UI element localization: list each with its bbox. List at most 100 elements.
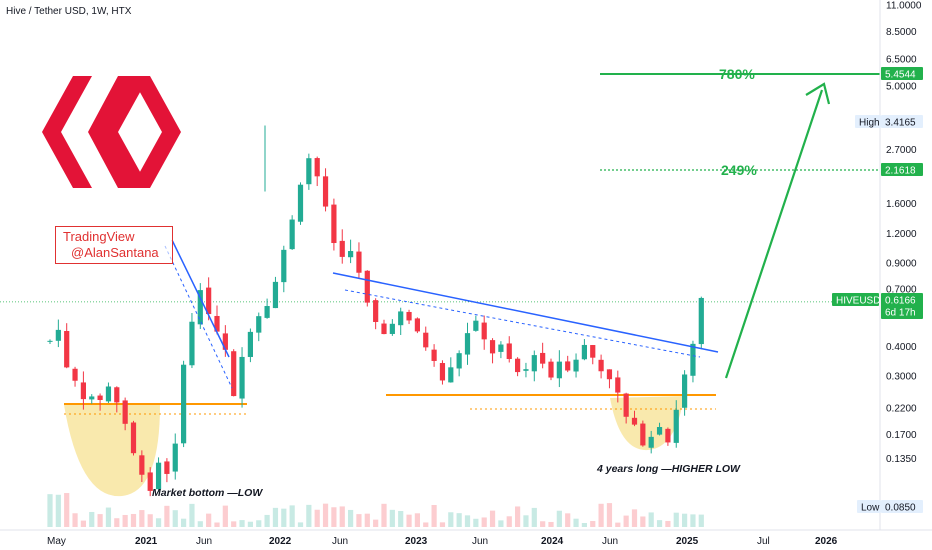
trendline-main [332,272,719,353]
candle-body [239,356,245,399]
candle-body [556,361,562,379]
volume-bar [515,506,521,527]
volume-bar [423,522,429,527]
candle-body [448,367,454,383]
candle-body [256,316,262,333]
candle-body [423,332,429,348]
candle-body [456,353,462,369]
candle-body [272,281,279,309]
price-axis: 11.0000 8.5000 6.5000 5.0000 2.7000 1.6000 1.2… [879,0,922,530]
candle-body [348,251,354,258]
candle-body [322,176,329,207]
volume-bar [256,520,262,527]
annotation-780: 780% [719,66,755,82]
tag-low: 0.0850 [885,503,916,514]
candle-body [331,204,337,244]
candle-body [565,361,571,371]
candle-body [147,472,153,491]
volume-bar [222,505,228,527]
tag-high-label: High [859,118,880,129]
candle-body [373,300,379,322]
candle-body [214,315,220,332]
volume-bar [565,513,571,527]
candle-body [164,461,170,474]
watermark-line2: @AlanSantana [71,245,159,260]
volume-bar [306,504,312,527]
tag-target-780-bg [881,67,923,80]
candle-body [306,158,312,185]
y-tick-label: 8.5000 [886,27,917,38]
candle-body [364,270,370,303]
volume-bar [498,520,504,527]
tag-high: 3.4165 [885,118,916,129]
volume-bar [489,510,496,527]
volume-bar [398,511,404,527]
volume-bar [448,512,454,527]
candle-body [172,443,178,472]
x-tick-label: 2025 [676,536,699,547]
y-tick-label: 0.3000 [886,372,917,383]
target-arrow [724,82,831,379]
tag-last: 0.6166 [885,296,916,307]
logo-mid-shard [88,76,149,188]
x-tick-label: 2026 [815,536,838,547]
candle-body [381,323,387,335]
volume-bar [105,507,112,527]
y-tick-label: 0.1700 [886,430,917,441]
candle-body [489,340,496,354]
candle-body [122,400,128,424]
volume-bar [615,522,621,527]
volume-bar [64,493,70,527]
volume-bar [47,494,53,527]
volume-bar [314,509,320,527]
candle-body [281,249,287,283]
candle-body [247,331,253,357]
tag-target-780: 5.4544 [885,70,916,81]
volume-bar [55,494,61,527]
volume-bar [197,521,203,527]
y-tick-label: 2.7000 [886,145,917,156]
horizontal-levels [0,73,880,415]
volume-bar [431,504,437,527]
candle-body [623,393,629,417]
y-tick-label: 1.6000 [886,199,917,210]
bowl-2020 [64,405,160,497]
y-tick-label: 0.1350 [886,454,917,465]
tag-symbol-bg [832,293,879,306]
tag-target-249-bg [881,163,923,176]
candle-body [481,322,487,340]
candle-body [515,358,521,373]
tag-high-bg [881,115,923,128]
candle-body [398,311,404,326]
y-tick-label: 11.0000 [886,1,922,12]
volume-bar [322,503,329,527]
candle-body [414,318,420,332]
volume-bar [147,514,153,527]
candle-body [573,359,579,372]
x-tick-label: Jun [196,536,212,547]
trendlines [164,239,719,389]
candle-body [431,349,437,361]
y-tick-label: 0.2200 [886,404,917,415]
volume-bar [181,518,187,527]
annotation-249: 249% [721,162,757,178]
candle-body [690,343,696,376]
candle-body [181,364,187,444]
volume-bar [406,514,412,527]
candle-body [640,423,646,446]
tag-symbol: HIVEUSDT [836,296,887,307]
volume-bar [339,506,345,527]
volume-bar [139,510,145,527]
volume-bar [648,512,654,527]
y-tick-label: 1.2000 [886,229,917,240]
volume-bar [690,514,696,527]
candle-body [139,455,145,475]
candle-body [523,369,529,371]
candle-body [473,320,479,331]
candle-body [289,219,295,250]
volume-bar [439,522,446,527]
tag-low-label: Low [861,503,880,514]
candle-body [231,351,237,397]
volume-bar [89,511,95,527]
